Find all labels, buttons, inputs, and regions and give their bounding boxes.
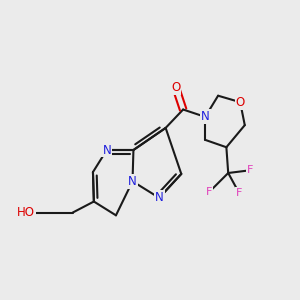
Text: F: F xyxy=(236,188,242,198)
Text: N: N xyxy=(155,191,164,204)
Text: O: O xyxy=(171,81,180,94)
Text: O: O xyxy=(236,96,245,109)
Text: N: N xyxy=(102,143,111,157)
Text: N: N xyxy=(128,175,137,188)
Text: F: F xyxy=(247,165,254,175)
Text: N: N xyxy=(201,110,210,123)
Text: HO: HO xyxy=(17,206,35,219)
Text: F: F xyxy=(206,187,212,197)
